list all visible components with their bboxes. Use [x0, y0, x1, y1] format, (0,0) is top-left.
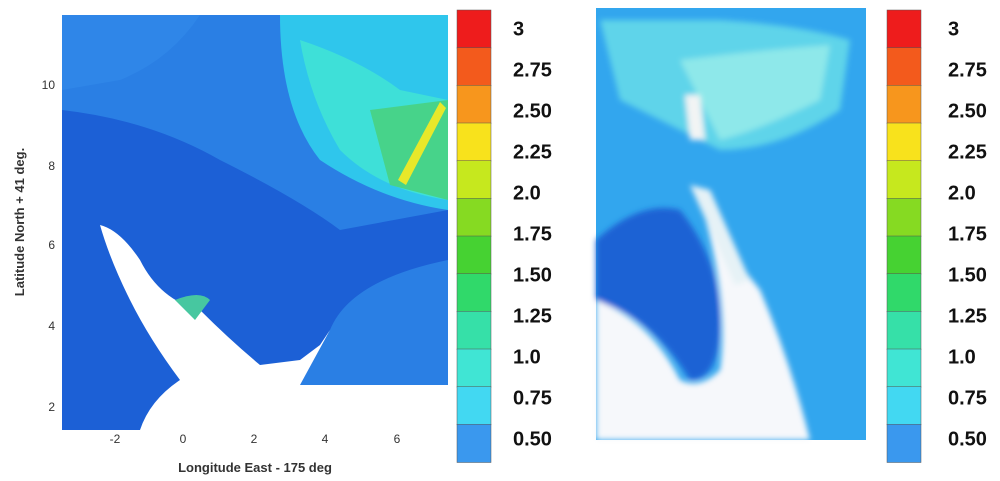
colorbar-band: [886, 47, 922, 87]
left-map: [62, 15, 448, 430]
colorbar-label: 1.25: [948, 305, 987, 327]
y-tick-label: 4: [48, 319, 55, 333]
colorbar-label: 2.0: [948, 182, 976, 204]
colorbar-label: 1.25: [513, 305, 552, 327]
y-tick-label: 6: [48, 238, 55, 252]
colorbar-band: [886, 273, 922, 313]
x-tick-label: 0: [180, 432, 187, 446]
colorbar-label: 3: [513, 18, 524, 40]
colorbar-label: 0.50: [948, 428, 987, 450]
colorbar-label: 0.75: [948, 387, 987, 409]
colorbar-band: [456, 85, 492, 124]
x-tick-label: 4: [322, 432, 329, 446]
colorbar-band: [456, 198, 492, 237]
colorbar-band: [886, 386, 922, 426]
colorbar-label: 2.50: [513, 100, 552, 122]
left-colorbar: 3 2.75 2.50 2.25 2.0 1.75 1.50 1.25 1.0 0.75 0.50: [456, 9, 552, 463]
y-axis-label: Latitude North + 41 deg.: [12, 148, 27, 296]
colorbar-label: 0.50: [513, 428, 552, 450]
colorbar-band: [456, 273, 492, 313]
colorbar-band: [886, 348, 922, 388]
colorbar-band: [456, 424, 492, 463]
colorbar-band: [886, 9, 922, 49]
y-tick-label: 8: [48, 159, 55, 173]
colorbar-band: [456, 9, 492, 49]
colorbar-band: [886, 198, 922, 237]
right-colorbar: 3 2.75 2.50 2.25 2.0 1.75 1.50 1.25 1.0 0.75 0.50: [886, 9, 987, 463]
colorbar-label: 1.50: [948, 264, 987, 286]
colorbar-band: [886, 160, 922, 200]
colorbar-band: [456, 122, 492, 162]
x-tick-label: 2: [251, 432, 258, 446]
colorbar-band: [456, 47, 492, 87]
x-tick-label: -2: [110, 432, 121, 446]
colorbar-band: [456, 348, 492, 388]
x-axis-label: Longitude East - 175 deg: [178, 460, 332, 475]
colorbar-label: 2.75: [948, 59, 987, 81]
colorbar-label: 1.75: [513, 223, 552, 245]
colorbar-label: 2.25: [513, 141, 552, 163]
right-satellite-image: [596, 8, 866, 440]
x-tick-label: 6: [394, 432, 401, 446]
colorbar-band: [456, 386, 492, 426]
colorbar-label: 3: [948, 18, 959, 40]
colorbar-band: [886, 424, 922, 463]
colorbar-label: 1.75: [948, 223, 987, 245]
colorbar-band: [886, 85, 922, 124]
colorbar-band: [456, 311, 492, 350]
colorbar-band: [456, 160, 492, 200]
colorbar-label: 2.75: [513, 59, 552, 81]
colorbar-label: 1.0: [948, 346, 976, 368]
colorbar-label: 1.0: [513, 346, 541, 368]
colorbar-band: [886, 311, 922, 350]
colorbar-label: 1.50: [513, 264, 552, 286]
y-tick-label: 2: [48, 400, 55, 414]
left-axes: Longitude East - 175 deg Latitude North …: [12, 78, 401, 475]
colorbar-band: [456, 235, 492, 275]
colorbar-label: 0.75: [513, 387, 552, 409]
colorbar-band: [886, 122, 922, 162]
colorbar-band: [886, 235, 922, 275]
y-tick-label: 10: [42, 78, 56, 92]
colorbar-label: 2.50: [948, 100, 987, 122]
colorbar-label: 2.25: [948, 141, 987, 163]
colorbar-label: 2.0: [513, 182, 541, 204]
